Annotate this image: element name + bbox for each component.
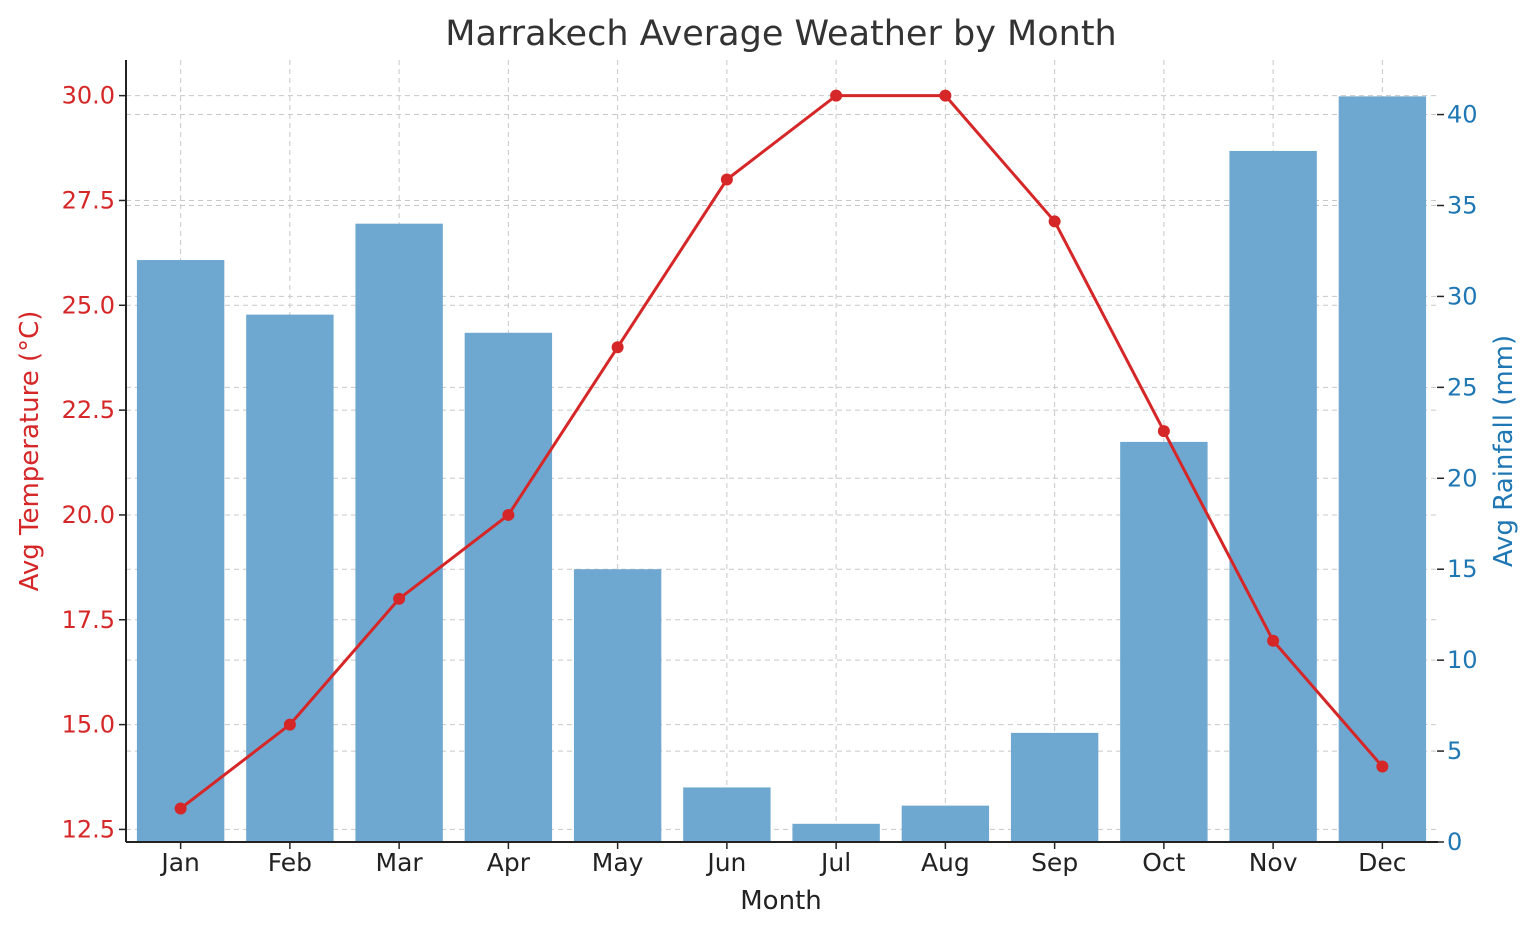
rainfall-bar xyxy=(464,332,553,842)
temperature-point xyxy=(1376,760,1389,773)
temperature-point xyxy=(1048,215,1061,228)
x-axis-tick-label: Feb xyxy=(268,848,312,877)
rainfall-bar xyxy=(683,787,771,842)
temperature-point xyxy=(830,89,843,102)
x-axis-tick-label: May xyxy=(592,848,644,877)
right-axis-tick-label: 30 xyxy=(1447,282,1478,310)
x-axis-tick-label: Oct xyxy=(1142,848,1185,877)
rainfall-bar xyxy=(1010,732,1099,842)
x-axis-tick-label: Nov xyxy=(1249,848,1298,877)
temperature-point xyxy=(1157,425,1170,438)
x-axis-tick-label: Dec xyxy=(1358,848,1406,877)
temperature-point xyxy=(502,508,515,521)
temperature-point xyxy=(283,718,296,731)
rainfall-bar xyxy=(355,223,443,842)
left-axis-tick-label: 22.5 xyxy=(62,396,115,424)
x-axis-label: Month xyxy=(740,886,822,916)
left-axis-tick-label: 20.0 xyxy=(62,501,115,529)
temperature-line xyxy=(179,94,1384,810)
left-axis-tick-label: 27.5 xyxy=(62,186,115,214)
rainfall-bar xyxy=(901,805,990,842)
x-axis-tick-label: Jul xyxy=(819,848,851,877)
right-axis-tick-label: 10 xyxy=(1447,646,1478,674)
x-axis-tick-label: Aug xyxy=(921,848,970,877)
rainfall-bar xyxy=(573,569,662,842)
left-axis-tick-label: 17.5 xyxy=(62,606,115,634)
rainfall-bar xyxy=(1338,96,1427,843)
x-axis-tick-label: Jun xyxy=(705,848,746,877)
axis-layer: 12.5 15.0 17.5 20.0 22.5 25.0 27.5 30.0 0 5 10 15 20… xyxy=(62,60,1478,877)
temperature-point xyxy=(393,592,406,605)
rainfall-bar xyxy=(1229,150,1317,842)
right-axis-tick-label: 15 xyxy=(1447,555,1478,583)
temperature-point xyxy=(939,89,952,102)
temperature-point xyxy=(174,802,187,815)
rainfall-bar xyxy=(792,823,880,842)
x-axis-tick-label: Jan xyxy=(159,848,200,877)
right-axis-tick-label: 25 xyxy=(1447,373,1478,401)
rainfall-bars xyxy=(136,96,1427,843)
x-axis-tick-label: Sep xyxy=(1031,848,1078,877)
left-y-axis-label: Avg Temperature (°C) xyxy=(15,311,45,592)
left-axis-tick-label: 25.0 xyxy=(62,291,115,319)
right-axis-tick-label: 0 xyxy=(1447,828,1462,856)
rainfall-bar xyxy=(246,314,334,843)
temperature-point xyxy=(611,341,624,354)
rainfall-bar xyxy=(1120,441,1208,842)
right-axis-tick-label: 20 xyxy=(1447,464,1478,492)
right-axis-tick-label: 35 xyxy=(1447,191,1478,219)
right-axis-tick-label: 5 xyxy=(1447,737,1462,765)
rainfall-bar xyxy=(136,260,225,842)
left-axis-tick-label: 30.0 xyxy=(62,82,115,110)
temperature-line-layer xyxy=(174,89,1389,815)
left-axis-tick-label: 15.0 xyxy=(62,711,115,739)
x-axis-tick-label: Mar xyxy=(376,848,424,877)
right-axis-tick-label: 40 xyxy=(1447,101,1478,129)
temperature-point xyxy=(720,173,733,186)
right-y-axis-label: Avg Rainfall (mm) xyxy=(1489,335,1519,567)
chart-title: Marrakech Average Weather by Month xyxy=(445,14,1116,54)
temperature-point xyxy=(1267,634,1280,647)
left-axis-tick-label: 12.5 xyxy=(62,815,115,843)
x-axis-tick-label: Apr xyxy=(487,848,531,877)
